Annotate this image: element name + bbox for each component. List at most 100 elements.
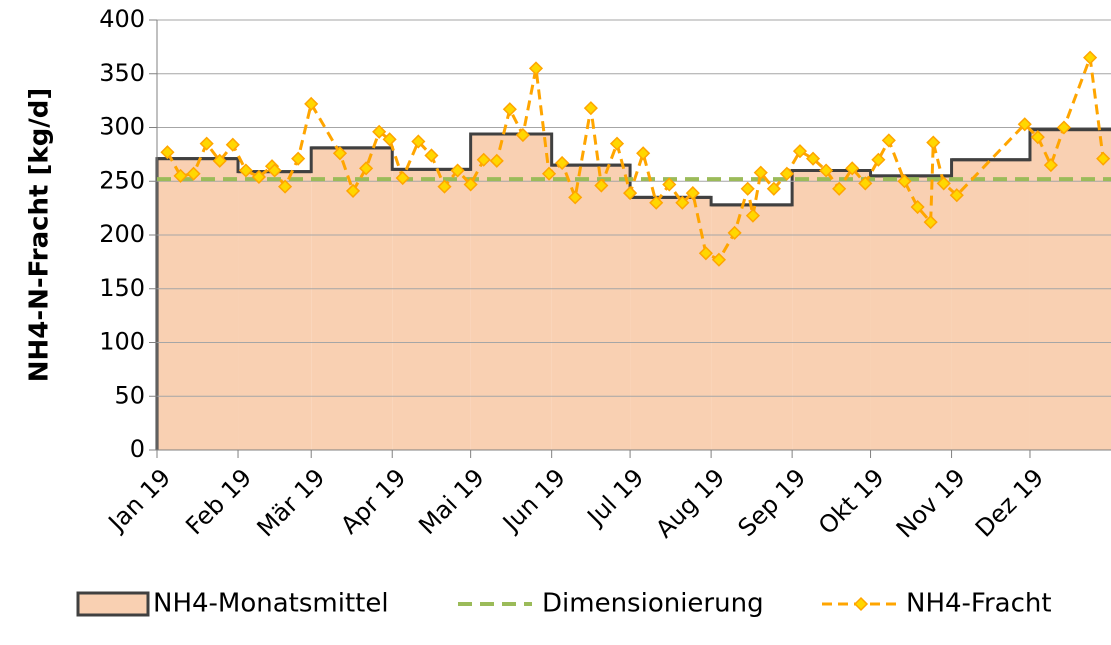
load-marker xyxy=(636,146,651,161)
x-tick-label: Aug 19 xyxy=(650,463,730,543)
load-marker xyxy=(411,134,426,149)
load-marker xyxy=(173,168,188,183)
load-marker xyxy=(424,148,439,163)
load-marker xyxy=(382,132,397,147)
load-marker xyxy=(936,176,951,191)
step-area xyxy=(551,165,631,450)
load-marker xyxy=(515,127,530,143)
x-tick-label: Apr 19 xyxy=(335,463,411,539)
load-marker xyxy=(450,163,465,178)
load-marker xyxy=(858,176,873,191)
load-marker xyxy=(186,166,201,181)
load-marker xyxy=(528,61,544,76)
load-marker xyxy=(685,186,700,201)
load-marker xyxy=(845,161,860,176)
y-tick-label: 350 xyxy=(99,59,145,87)
y-tick-label: 50 xyxy=(114,381,145,409)
y-tick-label: 250 xyxy=(99,166,145,194)
x-tick-label: Mai 19 xyxy=(413,463,490,540)
load-marker xyxy=(910,199,925,215)
load-marker xyxy=(225,137,240,152)
load-marker xyxy=(199,136,214,151)
load-marker xyxy=(594,178,609,193)
step-area xyxy=(470,133,552,450)
load-marker xyxy=(1043,158,1058,173)
x-tick-label: Jul 19 xyxy=(581,463,650,532)
step-area xyxy=(630,197,712,450)
load-marker xyxy=(779,166,794,181)
load-marker xyxy=(1083,50,1098,65)
x-tick-label: Nov 19 xyxy=(891,463,971,543)
load-marker xyxy=(372,124,387,139)
load-marker xyxy=(345,183,361,198)
load-marker xyxy=(675,195,690,210)
load-marker xyxy=(745,208,760,223)
load-marker xyxy=(923,215,938,230)
step-area xyxy=(870,175,952,450)
step-area xyxy=(951,159,1030,450)
load-marker xyxy=(753,165,768,180)
load-marker xyxy=(727,225,742,240)
legend-swatch xyxy=(76,591,150,617)
load-marker xyxy=(819,163,834,178)
load-marker xyxy=(541,166,557,181)
load-marker xyxy=(1030,130,1045,145)
load-marker xyxy=(1056,120,1072,135)
step-area xyxy=(238,171,312,450)
load-marker xyxy=(698,246,713,261)
load-marker xyxy=(792,144,808,159)
load-marker xyxy=(1017,117,1032,132)
load-marker xyxy=(502,102,517,117)
load-marker xyxy=(1096,151,1111,166)
y-axis-label: NH4-N-Fracht [kg/d] xyxy=(25,88,55,383)
y-tick-label: 100 xyxy=(99,328,145,356)
y-tick-label: 400 xyxy=(99,5,145,33)
x-tick-label: Jan 19 xyxy=(102,463,176,537)
load-marker xyxy=(395,170,410,186)
load-marker xyxy=(278,179,293,194)
load-marker xyxy=(359,161,374,176)
load-marker xyxy=(740,181,755,196)
legend-label: NH4-Fracht xyxy=(906,589,1052,619)
load-marker xyxy=(251,169,266,185)
x-tick-label: Feb 19 xyxy=(180,463,257,540)
load-marker xyxy=(897,174,912,189)
step-area xyxy=(392,169,471,451)
x-tick-label: Jun 19 xyxy=(496,463,571,538)
load-marker xyxy=(623,186,638,201)
load-marker xyxy=(805,151,821,166)
y-tick-label: 200 xyxy=(99,220,145,248)
load-marker xyxy=(463,177,478,192)
load-marker xyxy=(555,155,570,171)
load-marker xyxy=(568,190,583,205)
load-marker xyxy=(609,136,625,151)
step-area xyxy=(311,147,393,451)
load-marker xyxy=(583,101,598,116)
load-marker xyxy=(662,177,677,192)
load-marker xyxy=(766,181,781,196)
x-tick-label: Okt 19 xyxy=(813,463,890,540)
load-marker xyxy=(489,153,504,168)
load-marker xyxy=(267,163,282,178)
y-tick-label: 300 xyxy=(99,113,145,141)
legend-label: Dimensionierung xyxy=(542,589,764,619)
load-marker xyxy=(949,188,964,203)
load-marker xyxy=(238,163,253,178)
x-tick-label: Sep 19 xyxy=(733,463,812,542)
load-marker xyxy=(832,181,847,196)
load-marker xyxy=(926,135,941,150)
load-marker xyxy=(304,96,319,111)
y-tick-label: 0 xyxy=(130,435,145,463)
load-marker xyxy=(160,145,175,160)
load-marker xyxy=(649,195,664,210)
y-tick-label: 150 xyxy=(99,274,145,302)
load-marker xyxy=(212,153,227,168)
load-marker xyxy=(437,179,452,194)
x-tick-label: Dez 19 xyxy=(970,463,1049,542)
step-area xyxy=(792,170,871,450)
load-marker xyxy=(871,152,886,167)
step-area xyxy=(157,158,239,451)
step-area xyxy=(711,204,793,450)
load-marker xyxy=(711,252,727,267)
